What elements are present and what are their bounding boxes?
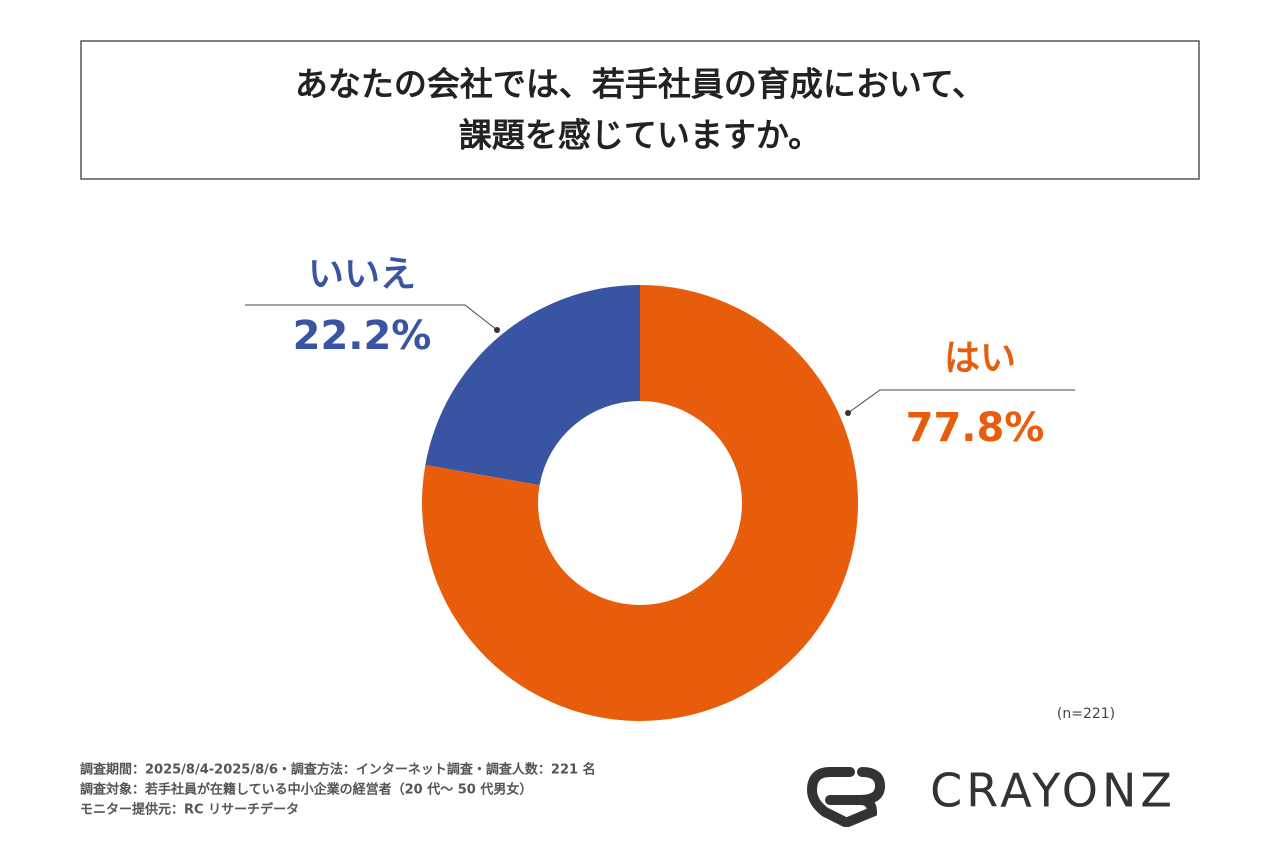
leader-dot — [494, 327, 500, 333]
footnote: 調査期間：2025/8/4-2025/8/6・調査方法：インターネット調査・調査… — [80, 762, 596, 778]
chart-title: 課題を感じていますか。 — [459, 116, 821, 155]
leader-line — [245, 304, 498, 331]
donut-slice — [421, 285, 859, 722]
category-label: はい — [944, 338, 1016, 379]
sample-note: (n=221) — [1057, 706, 1115, 722]
donut-slice — [425, 285, 640, 486]
leader-line — [847, 389, 1075, 414]
value-label: 22.2% — [293, 313, 432, 359]
category-label: いいえ — [308, 254, 416, 295]
title-box — [80, 40, 1200, 180]
chart-title: あなたの会社では、若手社員の育成において、 — [295, 65, 985, 104]
value-label: 77.8% — [906, 405, 1045, 451]
footnote: モニター提供元：RC リサーチデータ — [80, 802, 299, 818]
logo-icon — [806, 767, 886, 827]
leader-dot — [845, 410, 851, 416]
footnote: 調査対象：若手社員が在籍している中小企業の経営者（20 代～ 50 代男女） — [80, 782, 532, 798]
logo-text: CRAYONZ — [930, 764, 1176, 818]
